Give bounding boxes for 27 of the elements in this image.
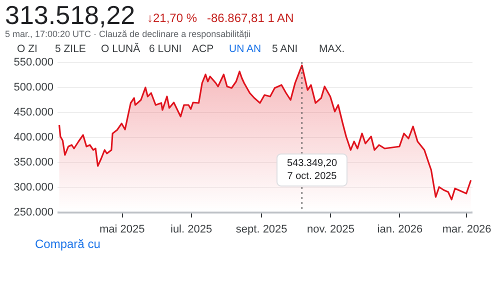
text: ACP bbox=[192, 43, 214, 55]
text: 5 ANI bbox=[272, 43, 298, 55]
x-tick-label: iul. 2025 bbox=[170, 224, 212, 236]
chart-title: 313.518,22 bbox=[5, 0, 136, 30]
y-tick-label: 350.000 bbox=[14, 156, 54, 168]
y-tick-label: 550.000 bbox=[14, 56, 54, 68]
y-tick-label: 450.000 bbox=[14, 106, 54, 118]
x-tick-label: nov. 2025 bbox=[307, 224, 355, 236]
chart-subtitle: 5 mar., 17:00:20 UTC · Clauză de declinare a responsabilității bbox=[5, 29, 251, 39]
y-tick-label: 300.000 bbox=[14, 182, 54, 194]
text: -86.867,81 1 AN bbox=[207, 11, 294, 25]
x-tick-label: mar. 2026 bbox=[442, 224, 492, 236]
x-tick-label: sept. 2025 bbox=[236, 224, 288, 236]
text: MAX. bbox=[319, 43, 345, 55]
y-tick-label: 400.000 bbox=[14, 132, 54, 144]
text: UN AN bbox=[229, 43, 262, 55]
text: 5 ZILE bbox=[55, 43, 86, 55]
text: O ZI bbox=[17, 43, 38, 55]
x-tick-label: ian. 2026 bbox=[377, 224, 423, 236]
text: Compară cu bbox=[35, 237, 100, 251]
text: O LUNĂ bbox=[101, 42, 140, 55]
y-tick-label: 250.000 bbox=[14, 206, 54, 218]
annotation: 543.349,20 7 oct. 2025 bbox=[286, 158, 338, 182]
y-tick-label: 500.000 bbox=[14, 82, 54, 94]
text: ↓21,70 % bbox=[147, 11, 198, 25]
x-tick-label: mai 2025 bbox=[100, 224, 145, 236]
text: 6 LUNI bbox=[149, 43, 182, 55]
